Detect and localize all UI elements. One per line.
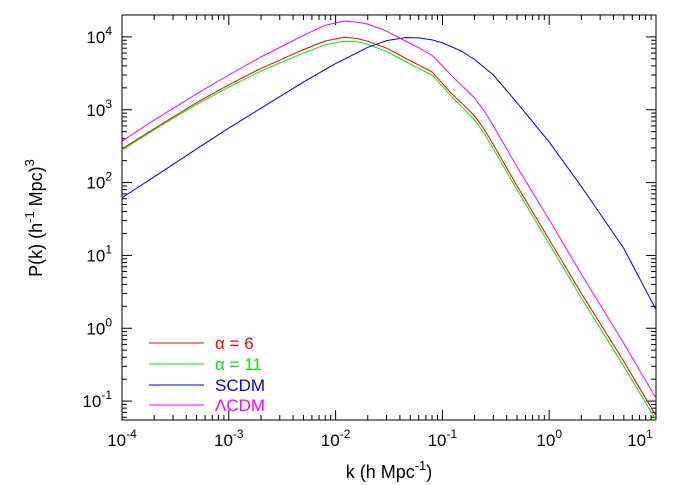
y-tick-label: 10-1 [82,388,112,411]
legend-label: α = 6 [215,334,254,353]
series-line-2 [121,37,657,310]
y-tick-label: 102 [86,170,112,193]
legend-label: SCDM [215,376,265,395]
x-tick-label: 100 [536,427,562,450]
y-tick-label: 101 [86,242,112,265]
x-tick-labels: 10-4 10-3 10-2 10-1 100 101 [107,427,653,450]
y-tick-label: 103 [86,97,112,120]
x-tick-label: 10-2 [321,427,351,450]
x-tick-label: 101 [627,427,653,450]
x-tick-label: 10-1 [428,427,458,450]
y-tick-label: 100 [86,315,112,338]
x-tick-label: 10-3 [214,427,244,450]
y-axis-title: P(k) (h-1 Mpc)3 [22,159,46,277]
plot-frame [121,14,657,421]
y-tick-label: 104 [86,24,112,47]
series-curves [121,20,657,421]
x-tick-label: 10-4 [107,427,137,450]
series-line-3 [121,20,657,399]
y-tick-labels: 10-1 100 101 102 103 104 [82,24,112,411]
axis-ticks [121,14,657,420]
legend-label: α = 11 [215,355,262,374]
legend: α = 6 α = 11 SCDM ΛCDM [149,334,265,415]
x-axis-title: k (h Mpc-1) [346,458,433,482]
series-line-0 [121,36,657,416]
legend-label: ΛCDM [215,396,265,415]
series-line-1 [121,40,657,421]
